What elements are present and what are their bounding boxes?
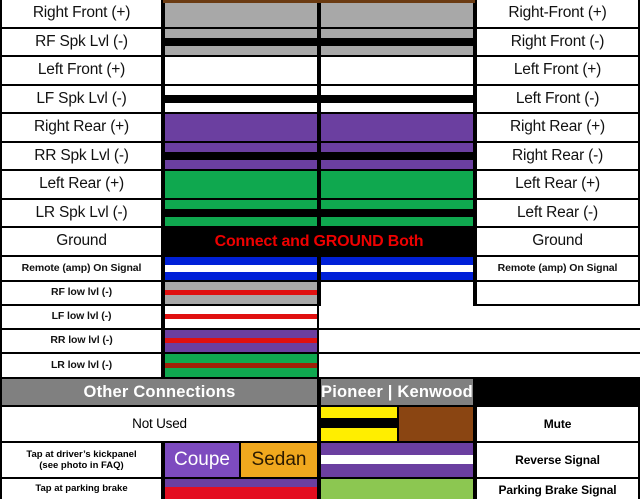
row-label-left: LF Spk Lvl (-) <box>0 86 163 112</box>
wire-swatch-a <box>163 200 319 226</box>
table-row: LF Spk Lvl (-) Left Front (-) <box>0 86 640 114</box>
table-row: Tap at parking brake Parking Brake Signa… <box>0 479 640 499</box>
row-label-left: LR Spk Lvl (-) <box>0 200 163 226</box>
row-label-right: Right Rear (+) <box>475 114 640 141</box>
row-label-right: Parking Brake Signal <box>475 479 640 499</box>
row-label-right: Ground <box>475 228 640 255</box>
option-sedan[interactable]: Sedan <box>241 443 317 477</box>
table-row: Left Rear (+) Left Rear (+) <box>0 171 640 200</box>
table-row: Right Front (+) Right-Front (+) <box>0 0 640 29</box>
wire-swatch-a <box>163 0 319 27</box>
row-label-right: Reverse Signal <box>475 443 640 477</box>
table-row: Not Used Mute <box>0 407 640 443</box>
wire-swatch-b <box>319 171 475 198</box>
wire-swatch-a <box>163 57 319 84</box>
row-label-left: Left Rear (+) <box>0 171 163 198</box>
table-row: LR Spk Lvl (-) Left Rear (-) <box>0 200 640 228</box>
table-row: LF low lvl (-) <box>0 306 640 330</box>
wire-swatch-b <box>319 114 475 141</box>
row-label-left: Remote (amp) On Signal <box>0 257 163 280</box>
table-row: Tap at driver’s kickpanel (see photo in … <box>0 443 640 479</box>
row-label-left: Tap at driver’s kickpanel (see photo in … <box>0 443 163 477</box>
table-row: RF Spk Lvl (-) Right Front (-) <box>0 29 640 57</box>
row-label-left: RR Spk Lvl (-) <box>0 143 163 169</box>
table-row: Remote (amp) On Signal Remote (amp) On S… <box>0 257 640 282</box>
row-label-left: Right Front (+) <box>0 0 163 27</box>
table-row-ground: Ground Ground Connect and GROUND Both <box>0 228 640 257</box>
row-label-right: Right-Front (+) <box>475 0 640 27</box>
wire-swatch-a <box>319 407 475 441</box>
wire-swatch-b <box>319 200 475 226</box>
wire-swatch-b <box>319 443 475 477</box>
wire-swatch-a <box>163 114 319 141</box>
table-row: RF low lvl (-) Not Used <box>0 282 640 379</box>
body-style-selector[interactable]: Coupe Sedan <box>163 443 319 477</box>
wire-swatch-a <box>163 330 319 352</box>
wire-swatch-b <box>319 143 475 169</box>
option-coupe[interactable]: Coupe <box>165 443 241 477</box>
wire-swatch-a <box>163 257 319 280</box>
table-row: RR Spk Lvl (-) Right Rear (-) <box>0 143 640 171</box>
wire-swatch-b <box>319 257 475 280</box>
wire-swatch-a <box>163 171 319 198</box>
row-label-left: Tap at parking brake <box>0 479 163 499</box>
row-label-left: RR low lvl (-) <box>0 330 163 352</box>
row-label-right: Right Rear (-) <box>475 143 640 169</box>
row-label-left: Ground <box>0 228 163 255</box>
table-row: RR low lvl (-) <box>0 330 640 354</box>
row-label-left: Left Front (+) <box>0 57 163 84</box>
row-label-right: Left Rear (-) <box>475 200 640 226</box>
row-label-left: Right Rear (+) <box>0 114 163 141</box>
top-brown-edge <box>163 0 475 3</box>
table-row: Left Front (+) Left Front (+) <box>0 57 640 86</box>
wire-swatch-a <box>163 479 319 499</box>
wire-swatch-b <box>319 86 475 112</box>
row-label-right: Remote (amp) On Signal <box>475 257 640 280</box>
table-row: Right Rear (+) Right Rear (+) <box>0 114 640 143</box>
wire-swatch-a <box>163 86 319 112</box>
row-label-left: Not Used <box>0 407 319 441</box>
row-label-left: RF Spk Lvl (-) <box>0 29 163 55</box>
wire-swatch-b <box>319 57 475 84</box>
wire-swatch-b <box>319 29 475 55</box>
row-label-left: RF low lvl (-) <box>0 282 163 304</box>
row-label-right: Left Rear (+) <box>475 171 640 198</box>
other-connections-header: Other Connections Pioneer | Kenwood <box>0 379 640 407</box>
row-label-right: Mute <box>475 407 640 441</box>
wire-swatch-a <box>163 354 319 377</box>
wire-swatch-a <box>163 306 319 328</box>
pioneer-kenwood-title: Pioneer | Kenwood <box>319 379 475 405</box>
wire-swatch-b <box>319 479 475 499</box>
table-row: LR low lvl (-) <box>0 354 640 379</box>
row-label-left: LR low lvl (-) <box>0 354 163 377</box>
wire-swatch-a <box>163 29 319 55</box>
wire-swatch-a <box>163 143 319 169</box>
other-connections-title: Other Connections <box>0 379 319 405</box>
row-label-left: LF low lvl (-) <box>0 306 163 328</box>
row-label-right: Left Front (+) <box>475 57 640 84</box>
row-label-right: Right Front (-) <box>475 29 640 55</box>
row-label-right: Left Front (-) <box>475 86 640 112</box>
wire-swatch-a <box>163 282 319 304</box>
other-connections-header-right <box>475 379 640 405</box>
wire-swatch-b <box>319 0 475 27</box>
ground-connect-banner: Connect and GROUND Both <box>163 228 475 255</box>
